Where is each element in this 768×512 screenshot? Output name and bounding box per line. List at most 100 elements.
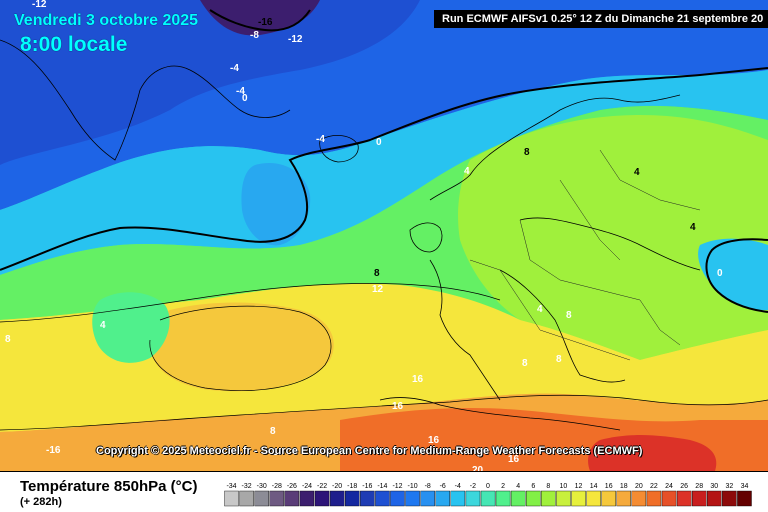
country-borders (469, 149, 701, 361)
scale-tick-label: -6 (440, 483, 446, 490)
scale-swatch (722, 490, 737, 507)
scale-tick-label: 4 (516, 483, 520, 490)
contour-labels: -16 -12 -8 -12 -4 -4 0 -4 0 8 4 8 4 4 0 … (5, 0, 723, 471)
color-scale: -34 -32 -30 -28 -26 -24 -22 -20 -18 -16 -14 -12 -10-… (224, 483, 752, 507)
scale-tick-label: -4 (455, 483, 461, 490)
scale-swatch (661, 490, 677, 507)
scale-swatch (314, 490, 330, 507)
scale-tick-label: -18 (347, 483, 357, 490)
scale-tick-label: -8 (425, 483, 431, 490)
scale-swatch (631, 490, 647, 507)
contour-label: -8 (250, 30, 259, 41)
scale-swatch (435, 490, 450, 507)
very-cold-zone (0, 0, 420, 165)
scale-swatch (284, 490, 300, 507)
isotherm-zero (0, 67, 768, 271)
contour-label: 4 (690, 222, 696, 233)
scale-tick-label: 6 (531, 483, 535, 490)
contour-label: 0 (242, 93, 248, 104)
contour-label: 4 (537, 304, 543, 315)
forecast-time: 8:00 locale (20, 33, 128, 56)
cold-pocket-east (698, 238, 768, 311)
scale-swatch (737, 490, 752, 507)
scale-swatch (299, 490, 315, 507)
scale-tick-label: -28 (272, 483, 282, 490)
temperature-map[interactable]: -16 -12 -8 -12 -4 -4 0 -4 0 8 4 8 4 4 0 … (0, 0, 768, 471)
contour-label: 16 (272, 447, 284, 458)
scale-tick-label: 20 (635, 483, 643, 490)
scale-swatch (571, 490, 586, 507)
scale-swatch (616, 490, 632, 507)
scale-tick-label: 12 (575, 483, 583, 490)
legend-title: Température 850hPa (°C) (20, 478, 198, 495)
scale-tick-label: 8 (546, 483, 550, 490)
scale-swatch (707, 490, 722, 507)
contour-label: 16 (412, 374, 424, 385)
legend-bar: Température 850hPa (°C) (+ 282h) -34 -32 -… (0, 471, 768, 512)
scale-tick-label: 0 (486, 483, 490, 490)
forecast-date: Vendredi 3 octobre 2025 (14, 12, 199, 29)
contour-label: 8 (5, 334, 11, 345)
scale-tick-label: 2 (501, 483, 505, 490)
scale-tick-label: -10 (408, 483, 418, 490)
greenland-lobe (241, 163, 311, 246)
contour-label: -12 (288, 34, 303, 45)
scale-tick-label: -26 (287, 483, 297, 490)
scale-swatch (254, 490, 270, 507)
scale-tick-label: -24 (302, 483, 312, 490)
contour-label: 16 (392, 401, 404, 412)
scale-tick-label: 10 (560, 483, 568, 490)
contour-label: -4 (230, 63, 239, 74)
scale-swatch (224, 490, 239, 507)
atlantic-warm-blob (150, 302, 334, 392)
atlantic-cool-blob (92, 292, 170, 363)
contour-label: 4 (634, 167, 640, 178)
scale-tick-label: 26 (680, 483, 688, 490)
legend-subtitle: (+ 282h) (20, 496, 62, 508)
scale-swatch (239, 490, 254, 507)
scale-tick-label: -12 (392, 483, 402, 490)
scale-swatch (360, 490, 375, 507)
scale-swatch (586, 490, 601, 507)
contour-label: 8 (270, 426, 276, 437)
contour-label: 8 (522, 358, 528, 369)
contour-label: -4 (316, 134, 325, 145)
scale-tick-label: 24 (665, 483, 673, 490)
scale-swatch (646, 490, 662, 507)
scale-swatch (390, 490, 405, 507)
scale-tick-label: 32 (726, 483, 734, 490)
contour-label: 4 (100, 320, 106, 331)
contour-label: 0 (376, 137, 382, 148)
contour-label: 8 (374, 268, 380, 279)
scale-swatch (465, 490, 481, 507)
scale-swatch (692, 490, 707, 507)
isotherm-lines-thin (0, 283, 768, 431)
scale-tick-label: -14 (377, 483, 387, 490)
scale-swatch (676, 490, 692, 507)
scale-tick-label: 28 (695, 483, 703, 490)
scale-tick-label: 16 (605, 483, 613, 490)
contour-label: 8 (524, 147, 530, 158)
scale-swatch (601, 490, 616, 507)
scale-tick-label: -20 (332, 483, 342, 490)
scale-swatch (344, 490, 360, 507)
contour-label: 0 (717, 268, 723, 279)
scale-tick-label: -34 (226, 483, 236, 490)
scale-swatch (495, 490, 511, 507)
scale-tick-label: -22 (317, 483, 327, 490)
coastlines (0, 39, 701, 431)
copyright-notice: Copyright © 2025 Meteociel.fr - Source E… (96, 445, 643, 457)
scale-tick-label: -32 (242, 483, 252, 490)
hot-spot-south (588, 435, 717, 471)
contour-label: 12 (372, 284, 384, 295)
contour-label: 20 (472, 465, 484, 471)
scale-swatch (556, 490, 571, 507)
contour-label: -4 (236, 86, 245, 97)
scale-swatch (450, 490, 466, 507)
isotherm-minus-eight (209, 9, 311, 32)
scale-swatch (375, 490, 390, 507)
scale-swatch (329, 490, 345, 507)
contour-label: 16 (428, 435, 440, 446)
run-info: Run ECMWF AIFSv1 0.25° 12 Z du Dimanche … (434, 10, 768, 28)
